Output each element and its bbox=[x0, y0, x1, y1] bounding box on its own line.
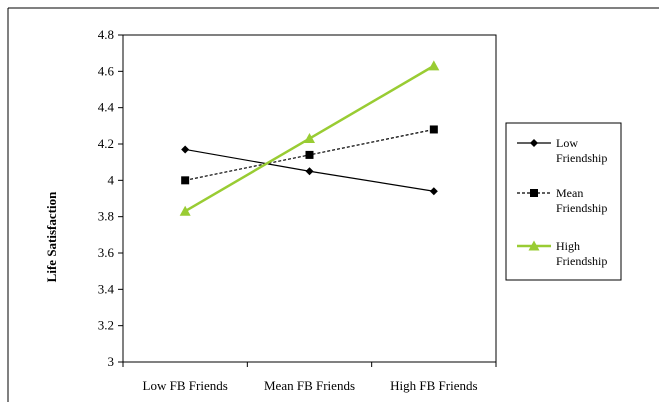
y-tick-label: 4.2 bbox=[98, 136, 114, 151]
data-point bbox=[305, 150, 314, 159]
y-tick-label: 3.8 bbox=[98, 209, 114, 224]
x-tick-label: Mean FB Friends bbox=[264, 378, 355, 393]
series-layer bbox=[179, 60, 440, 216]
y-tick-label: 3.2 bbox=[98, 318, 114, 333]
data-point bbox=[429, 187, 438, 196]
y-tick-label: 3.4 bbox=[98, 281, 115, 296]
data-point bbox=[179, 205, 191, 216]
y-tick-label: 4.8 bbox=[98, 27, 114, 42]
legend-label: Friendship bbox=[556, 201, 607, 215]
y-axis-ticks: 4.8 4.6 4.4 4.2 4 3.8 3.6 3.4 3.2 3 bbox=[98, 27, 123, 369]
legend-marker bbox=[530, 189, 538, 197]
y-tick-label: 4.4 bbox=[98, 100, 115, 115]
series-mean-friendship bbox=[181, 125, 438, 185]
y-tick-label: 3 bbox=[108, 354, 115, 369]
data-point bbox=[304, 133, 315, 144]
legend-marker bbox=[530, 139, 538, 147]
data-point bbox=[305, 167, 314, 176]
y-tick-label: 4 bbox=[108, 172, 115, 187]
y-tick-label: 3.6 bbox=[98, 245, 115, 260]
plot-area bbox=[122, 34, 497, 363]
legend-marker bbox=[528, 240, 540, 251]
x-axis-ticks: Low FB Friends Mean FB Friends High FB Fri… bbox=[122, 362, 497, 393]
series-high-friendship bbox=[179, 60, 440, 216]
legend-label: Mean bbox=[556, 186, 583, 200]
x-tick-label: High FB Friends bbox=[390, 378, 477, 393]
legend-label: Friendship bbox=[556, 254, 607, 268]
legend-label: Friendship bbox=[556, 151, 607, 165]
y-tick-label: 4.6 bbox=[98, 63, 115, 78]
x-tick-label: Low FB Friends bbox=[143, 378, 228, 393]
data-point bbox=[181, 145, 190, 154]
legend: LowFriendshipMeanFriendshipHighFriendshi… bbox=[517, 136, 607, 268]
series-low-friendship bbox=[181, 145, 438, 196]
legend-label: Low bbox=[556, 136, 578, 150]
legend-label: High bbox=[556, 239, 580, 253]
data-point bbox=[429, 125, 438, 134]
y-axis-label: Life Satisfaction bbox=[44, 191, 59, 282]
data-point bbox=[181, 176, 190, 185]
legend-box bbox=[505, 122, 622, 281]
data-point bbox=[428, 60, 440, 71]
